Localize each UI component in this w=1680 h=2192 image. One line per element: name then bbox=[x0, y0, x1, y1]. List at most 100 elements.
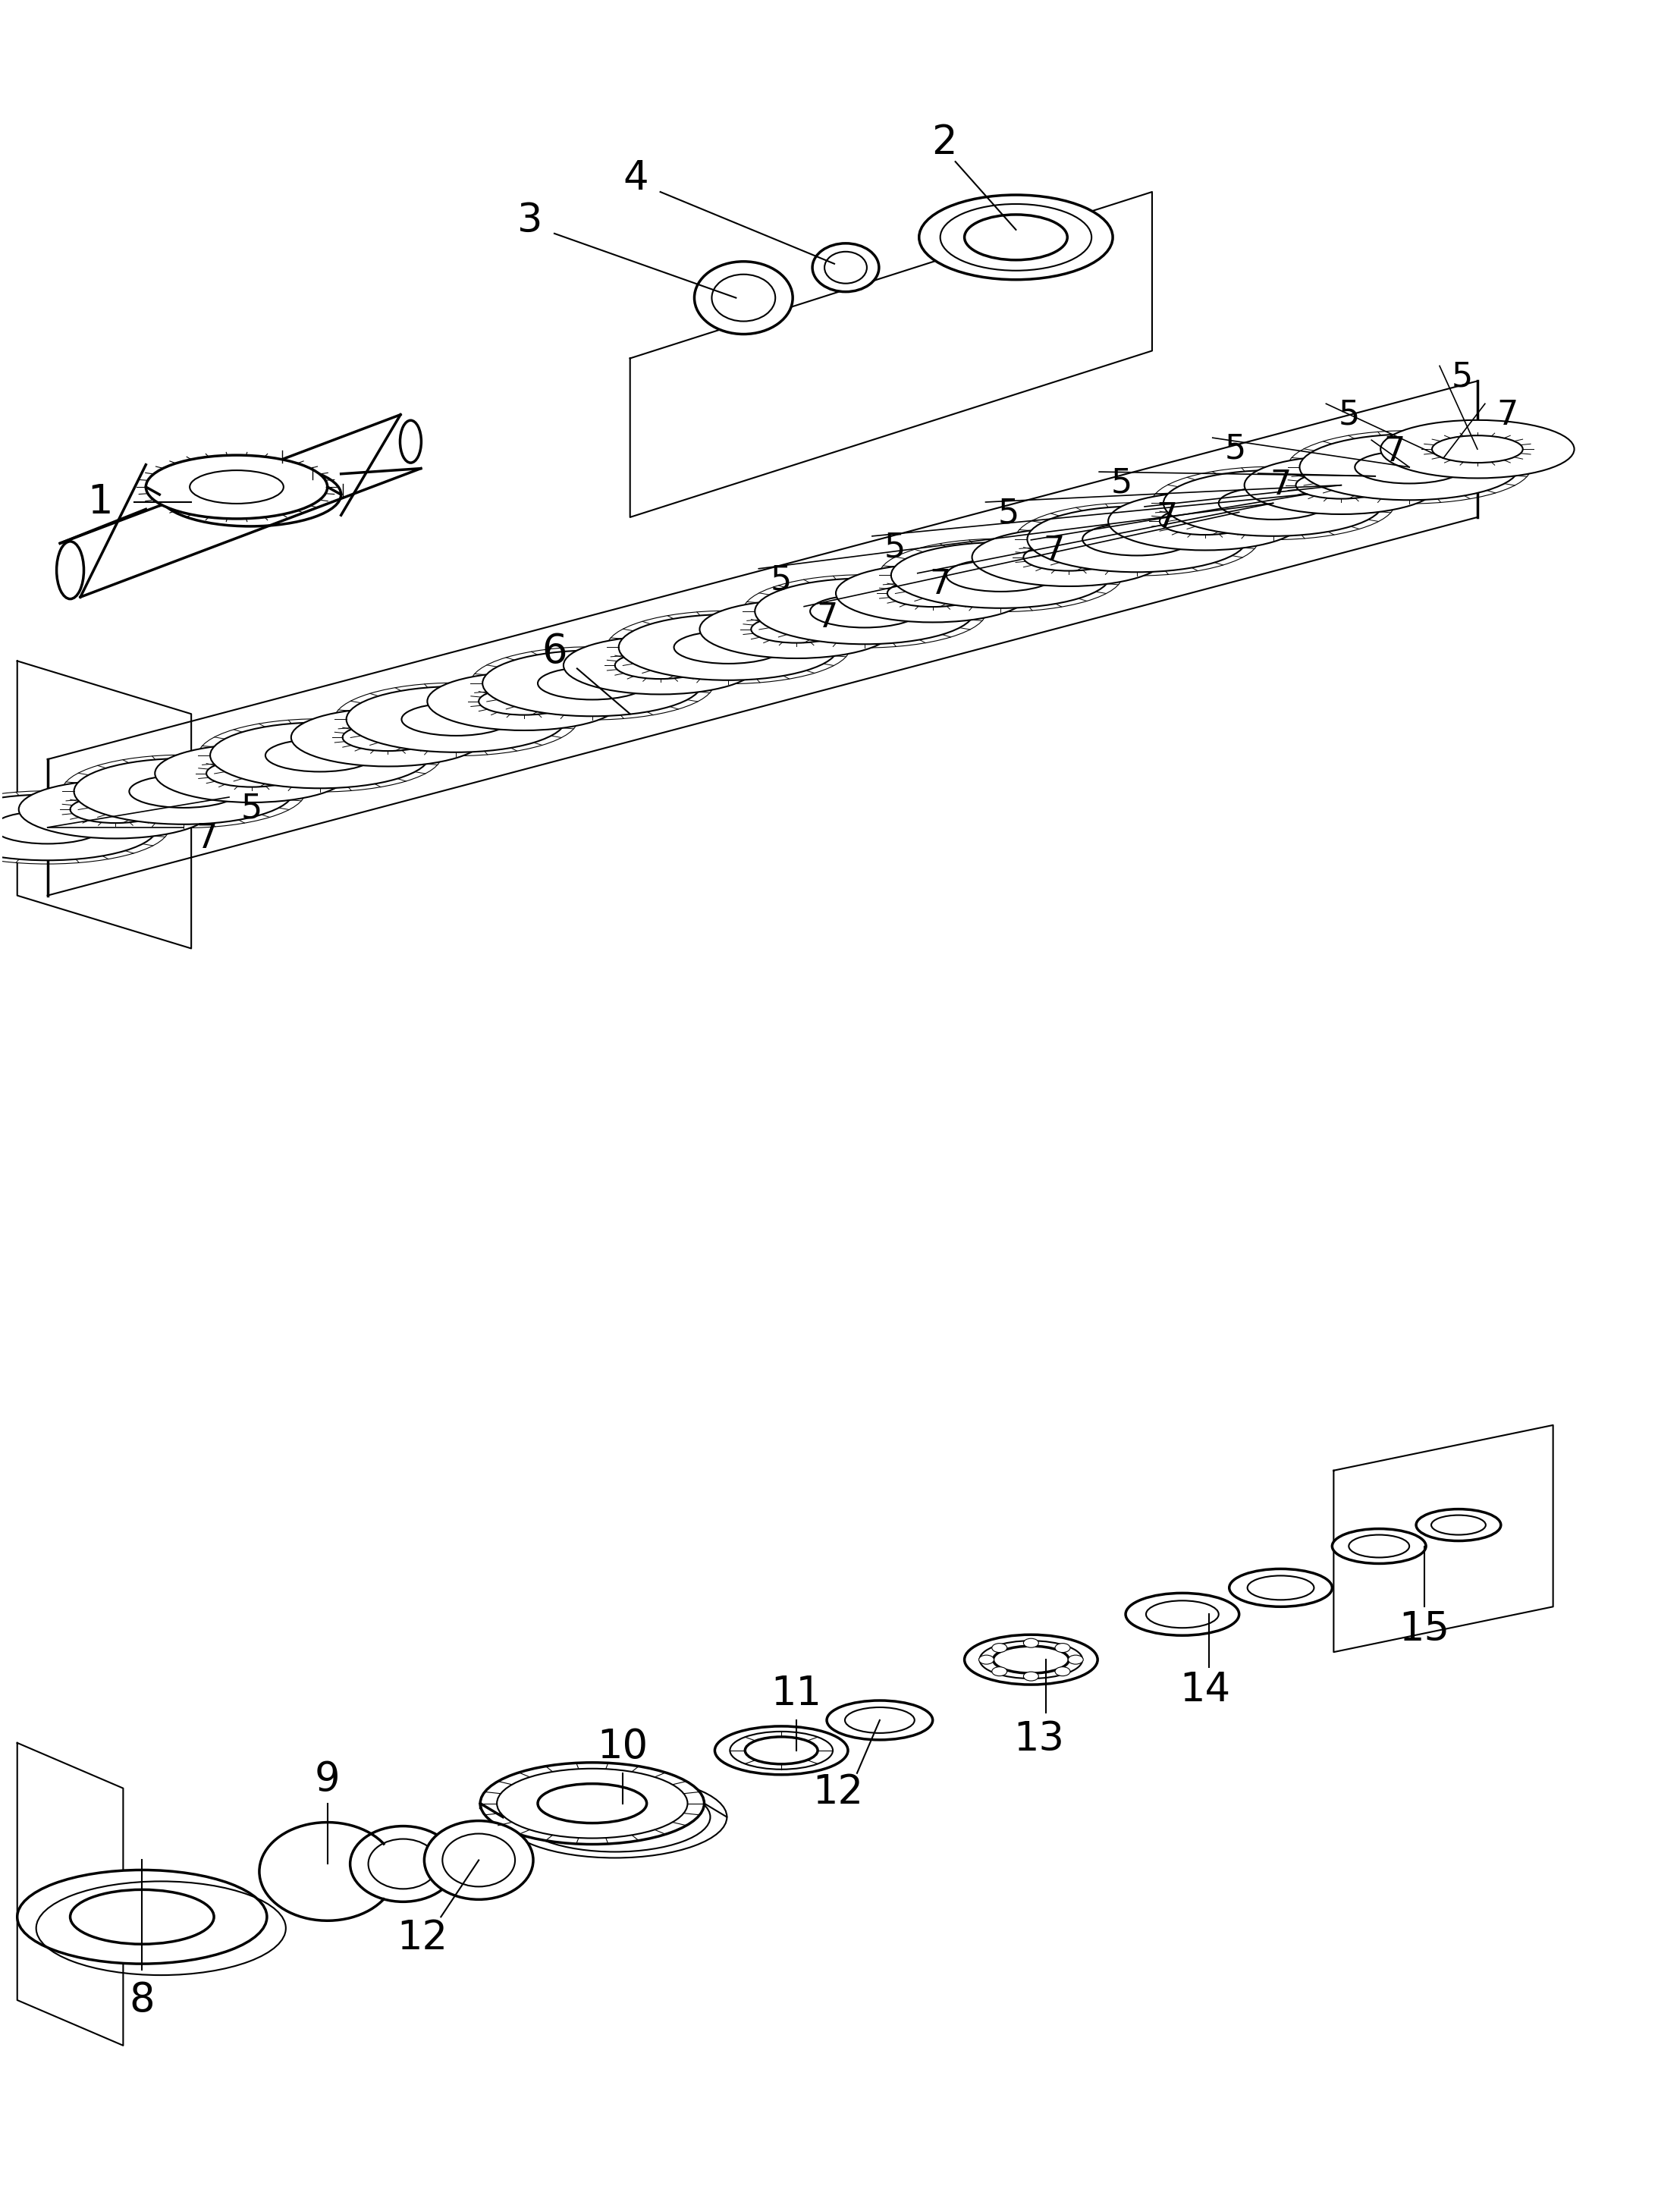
Text: 7: 7 bbox=[1043, 535, 1065, 568]
Text: 8: 8 bbox=[129, 1979, 155, 2019]
Ellipse shape bbox=[845, 1708, 914, 1734]
Ellipse shape bbox=[887, 579, 978, 607]
Text: 11: 11 bbox=[771, 1675, 822, 1714]
Ellipse shape bbox=[1055, 1666, 1070, 1677]
Ellipse shape bbox=[160, 463, 341, 526]
Ellipse shape bbox=[1159, 509, 1250, 535]
Ellipse shape bbox=[402, 704, 511, 737]
Ellipse shape bbox=[879, 539, 1122, 612]
Ellipse shape bbox=[1287, 430, 1530, 504]
Ellipse shape bbox=[502, 1776, 727, 1859]
Ellipse shape bbox=[71, 1890, 213, 1944]
Ellipse shape bbox=[538, 1784, 647, 1824]
Ellipse shape bbox=[1164, 471, 1383, 537]
Ellipse shape bbox=[0, 791, 170, 864]
Ellipse shape bbox=[699, 601, 894, 658]
Ellipse shape bbox=[62, 754, 306, 829]
Ellipse shape bbox=[519, 1782, 711, 1852]
Text: 9: 9 bbox=[314, 1760, 339, 1800]
Ellipse shape bbox=[941, 204, 1092, 270]
Ellipse shape bbox=[1026, 506, 1247, 572]
Ellipse shape bbox=[743, 574, 986, 649]
Text: 6: 6 bbox=[541, 631, 568, 671]
Ellipse shape bbox=[129, 776, 239, 807]
Ellipse shape bbox=[813, 243, 879, 292]
Ellipse shape bbox=[198, 719, 442, 791]
Ellipse shape bbox=[1245, 456, 1438, 515]
Ellipse shape bbox=[74, 758, 294, 824]
Ellipse shape bbox=[714, 1727, 848, 1776]
Text: 7: 7 bbox=[816, 601, 837, 633]
Ellipse shape bbox=[1015, 502, 1258, 576]
Text: 3: 3 bbox=[517, 202, 543, 241]
Ellipse shape bbox=[890, 541, 1110, 607]
Ellipse shape bbox=[694, 261, 793, 333]
Text: 5: 5 bbox=[1452, 362, 1473, 395]
Ellipse shape bbox=[563, 636, 758, 695]
Text: 5: 5 bbox=[1225, 432, 1247, 465]
Ellipse shape bbox=[1082, 524, 1191, 555]
Text: 14: 14 bbox=[1179, 1670, 1230, 1710]
Ellipse shape bbox=[1431, 436, 1522, 463]
Ellipse shape bbox=[346, 686, 566, 752]
Ellipse shape bbox=[751, 616, 842, 642]
Ellipse shape bbox=[442, 1835, 516, 1887]
Text: 7: 7 bbox=[1383, 434, 1404, 467]
Ellipse shape bbox=[1068, 1655, 1084, 1664]
Text: 5: 5 bbox=[1337, 399, 1359, 432]
Text: 10: 10 bbox=[596, 1727, 648, 1767]
Ellipse shape bbox=[919, 195, 1112, 281]
Ellipse shape bbox=[190, 471, 284, 504]
Ellipse shape bbox=[946, 559, 1055, 592]
Ellipse shape bbox=[1332, 1528, 1426, 1563]
Ellipse shape bbox=[0, 811, 102, 844]
Ellipse shape bbox=[71, 796, 161, 822]
Ellipse shape bbox=[203, 478, 297, 511]
Text: 5: 5 bbox=[1110, 467, 1132, 500]
Text: 5: 5 bbox=[771, 563, 791, 596]
Ellipse shape bbox=[1354, 452, 1463, 484]
Ellipse shape bbox=[993, 1646, 1068, 1672]
Text: 1: 1 bbox=[87, 482, 113, 522]
Ellipse shape bbox=[1126, 1594, 1240, 1635]
Ellipse shape bbox=[1381, 421, 1574, 478]
Text: 7: 7 bbox=[1156, 502, 1178, 535]
Ellipse shape bbox=[0, 794, 158, 859]
Ellipse shape bbox=[1248, 1576, 1314, 1600]
Text: 2: 2 bbox=[931, 123, 956, 162]
Ellipse shape bbox=[265, 739, 375, 772]
Ellipse shape bbox=[1416, 1508, 1500, 1541]
Ellipse shape bbox=[810, 594, 919, 627]
Text: 12: 12 bbox=[396, 1918, 447, 1957]
Ellipse shape bbox=[18, 780, 212, 840]
Ellipse shape bbox=[825, 252, 867, 283]
Ellipse shape bbox=[979, 1642, 1082, 1679]
Ellipse shape bbox=[1109, 493, 1302, 550]
Ellipse shape bbox=[1230, 1569, 1332, 1607]
Text: 7: 7 bbox=[195, 822, 217, 855]
Ellipse shape bbox=[973, 528, 1166, 585]
Ellipse shape bbox=[1151, 467, 1394, 539]
Ellipse shape bbox=[427, 673, 622, 730]
Ellipse shape bbox=[991, 1644, 1006, 1653]
Ellipse shape bbox=[964, 1635, 1097, 1686]
Text: 5: 5 bbox=[240, 791, 262, 824]
Ellipse shape bbox=[712, 274, 774, 322]
Ellipse shape bbox=[1349, 1534, 1410, 1559]
Ellipse shape bbox=[729, 1732, 833, 1769]
Text: 13: 13 bbox=[1013, 1719, 1063, 1758]
Text: 5: 5 bbox=[884, 530, 906, 563]
Ellipse shape bbox=[827, 1701, 932, 1740]
Ellipse shape bbox=[674, 631, 783, 664]
Ellipse shape bbox=[425, 1822, 533, 1900]
Ellipse shape bbox=[207, 761, 297, 787]
Ellipse shape bbox=[1055, 1644, 1070, 1653]
Ellipse shape bbox=[1023, 544, 1114, 570]
Ellipse shape bbox=[1295, 471, 1386, 500]
Text: 12: 12 bbox=[813, 1773, 864, 1813]
Text: 4: 4 bbox=[623, 158, 648, 197]
Ellipse shape bbox=[615, 651, 706, 680]
Text: 7: 7 bbox=[1270, 469, 1292, 502]
Ellipse shape bbox=[349, 1826, 455, 1903]
Ellipse shape bbox=[155, 745, 349, 802]
